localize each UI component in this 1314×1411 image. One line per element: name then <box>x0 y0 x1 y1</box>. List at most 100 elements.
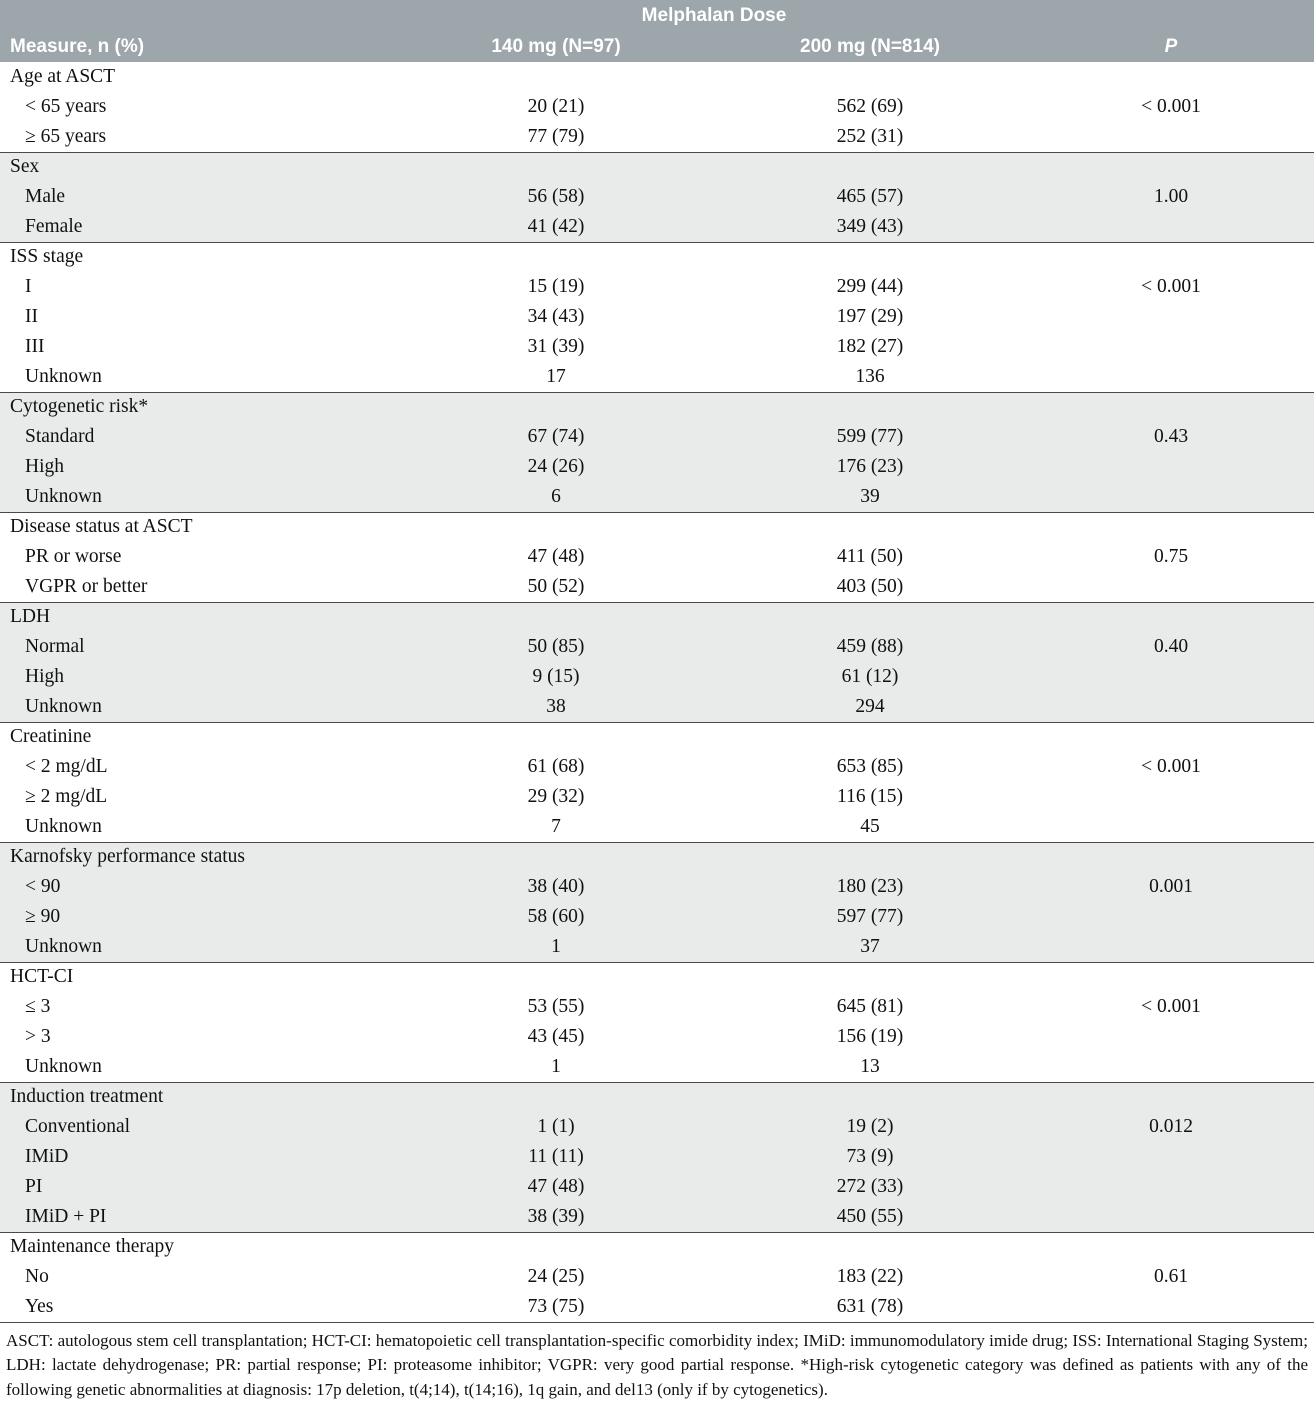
value-200: 653 (85) <box>836 756 904 777</box>
value-200: 411 (50) <box>837 546 903 567</box>
row-label: High <box>25 456 64 477</box>
value-140: 1 (1) <box>537 1116 575 1137</box>
group-label-row: Sex <box>0 152 1314 182</box>
group-label: Disease status at ASCT <box>10 516 193 538</box>
value-140: 24 (25) <box>527 1266 585 1287</box>
group-creatinine: Creatinine < 2 mg/dL 61 (68) 653 (85) < 0.00… <box>0 722 1314 842</box>
value-140: 11 (11) <box>528 1146 584 1167</box>
p-value <box>1028 122 1314 152</box>
row-label: Yes <box>25 1295 54 1317</box>
header-measure: Measure, n (%) <box>0 31 400 62</box>
value-140 <box>400 1232 712 1262</box>
header-140mg: 140 mg (N=97) <box>400 31 712 62</box>
group-induction-treatment: Induction treatment Conventional 1 (1) 19 (… <box>0 1082 1314 1232</box>
p-value: < 0.001 <box>1141 96 1201 117</box>
value-140: 47 (48) <box>527 1176 585 1197</box>
group-maintenance-therapy: Maintenance therapy No 24 (25) 183 (22) 0.61… <box>0 1232 1314 1322</box>
row-label: ≥ 2 mg/dL <box>25 786 108 807</box>
p-value <box>1028 812 1314 842</box>
row-label: PR or worse <box>25 546 122 567</box>
group-age-at-asct: Age at ASCT < 65 years 20 (21) 562 (69) < 0.… <box>0 62 1314 152</box>
row-label: VGPR or better <box>25 575 148 597</box>
header-200mg: 200 mg (N=814) <box>712 31 1028 62</box>
group-label-row: Disease status at ASCT <box>0 512 1314 542</box>
value-140 <box>400 1082 712 1112</box>
value-200: 252 (31) <box>836 125 904 147</box>
table-row: Unknown 38 294 <box>0 692 1314 722</box>
value-200: 403 (50) <box>836 575 904 597</box>
p-value <box>1028 512 1314 542</box>
p-value: 0.012 <box>1149 1116 1193 1137</box>
group-label-row: ISS stage <box>0 242 1314 272</box>
value-200: 39 <box>860 485 880 507</box>
row-label: IMiD + PI <box>25 1205 107 1227</box>
group-label: Sex <box>10 156 40 178</box>
p-value <box>1028 482 1314 512</box>
p-value <box>1028 662 1314 692</box>
value-140: 61 (68) <box>527 756 585 777</box>
p-value <box>1028 932 1314 962</box>
table-row: ≥ 2 mg/dL 29 (32) 116 (15) <box>0 782 1314 812</box>
table-row: Unknown 1 13 <box>0 1052 1314 1082</box>
p-value <box>1028 962 1314 992</box>
value-140: 1 <box>551 1055 561 1077</box>
row-label: Unknown <box>25 1055 102 1077</box>
value-140 <box>400 722 712 752</box>
group-label: Cytogenetic risk* <box>10 396 149 418</box>
value-200: 597 (77) <box>836 906 904 927</box>
value-140: 50 (52) <box>527 575 585 597</box>
group-label: Creatinine <box>10 726 92 748</box>
p-value <box>1028 1082 1314 1112</box>
group-label-row: Cytogenetic risk* <box>0 392 1314 422</box>
value-140: 47 (48) <box>527 546 585 567</box>
value-200: 73 (9) <box>846 1146 894 1167</box>
group-sex: Sex Male 56 (58) 465 (57) 1.00 Female 41 (42) 3… <box>0 152 1314 242</box>
row-label: PI <box>25 1176 43 1197</box>
table-row: PR or worse 47 (48) 411 (50) 0.75 <box>0 542 1314 572</box>
value-140: 73 (75) <box>527 1295 585 1317</box>
value-140: 20 (21) <box>527 96 585 117</box>
table-row: PI 47 (48) 272 (33) <box>0 1172 1314 1202</box>
value-140 <box>400 242 712 272</box>
value-140 <box>400 602 712 632</box>
value-140: 15 (19) <box>527 276 585 297</box>
group-ldh: LDH Normal 50 (85) 459 (88) 0.40 High 9 (15) 61… <box>0 602 1314 722</box>
table-footnote: ASCT: autologous stem cell transplantati… <box>6 1330 1308 1399</box>
p-value <box>1028 722 1314 752</box>
p-value: < 0.001 <box>1141 996 1201 1017</box>
p-value: 0.40 <box>1153 636 1189 657</box>
value-200: 645 (81) <box>836 996 904 1017</box>
p-value <box>1028 1172 1314 1202</box>
group-label-row: Maintenance therapy <box>0 1232 1314 1262</box>
p-value <box>1028 1052 1314 1082</box>
value-200 <box>712 602 1028 632</box>
p-value <box>1028 1202 1314 1232</box>
row-label: Male <box>25 186 66 207</box>
p-value: 0.001 <box>1149 876 1193 897</box>
p-value <box>1028 332 1314 362</box>
value-200: 349 (43) <box>836 215 904 237</box>
p-value <box>1028 842 1314 872</box>
group-disease-status-at-asct: Disease status at ASCT PR or worse 47 (48)… <box>0 512 1314 602</box>
p-value <box>1028 692 1314 722</box>
value-200: 136 <box>855 365 885 387</box>
table-row: Conventional 1 (1) 19 (2) 0.012 <box>0 1112 1314 1142</box>
row-label: Unknown <box>25 485 102 507</box>
value-200: 13 <box>860 1055 880 1077</box>
value-200 <box>712 392 1028 422</box>
row-label: ≤ 3 <box>25 996 51 1017</box>
value-140: 9 (15) <box>532 666 580 687</box>
p-value <box>1028 392 1314 422</box>
value-140: 24 (26) <box>527 456 585 477</box>
row-label: < 2 mg/dL <box>25 756 108 777</box>
p-value <box>1028 1292 1314 1322</box>
value-140: 1 <box>551 935 561 957</box>
table-row: High 24 (26) 176 (23) <box>0 452 1314 482</box>
p-value <box>1028 1142 1314 1172</box>
row-label: I <box>25 276 32 297</box>
table-row: < 65 years 20 (21) 562 (69) < 0.001 <box>0 92 1314 122</box>
value-200: 197 (29) <box>836 306 904 327</box>
row-label: < 65 years <box>25 96 107 117</box>
p-value: < 0.001 <box>1141 756 1201 777</box>
p-value <box>1028 602 1314 632</box>
